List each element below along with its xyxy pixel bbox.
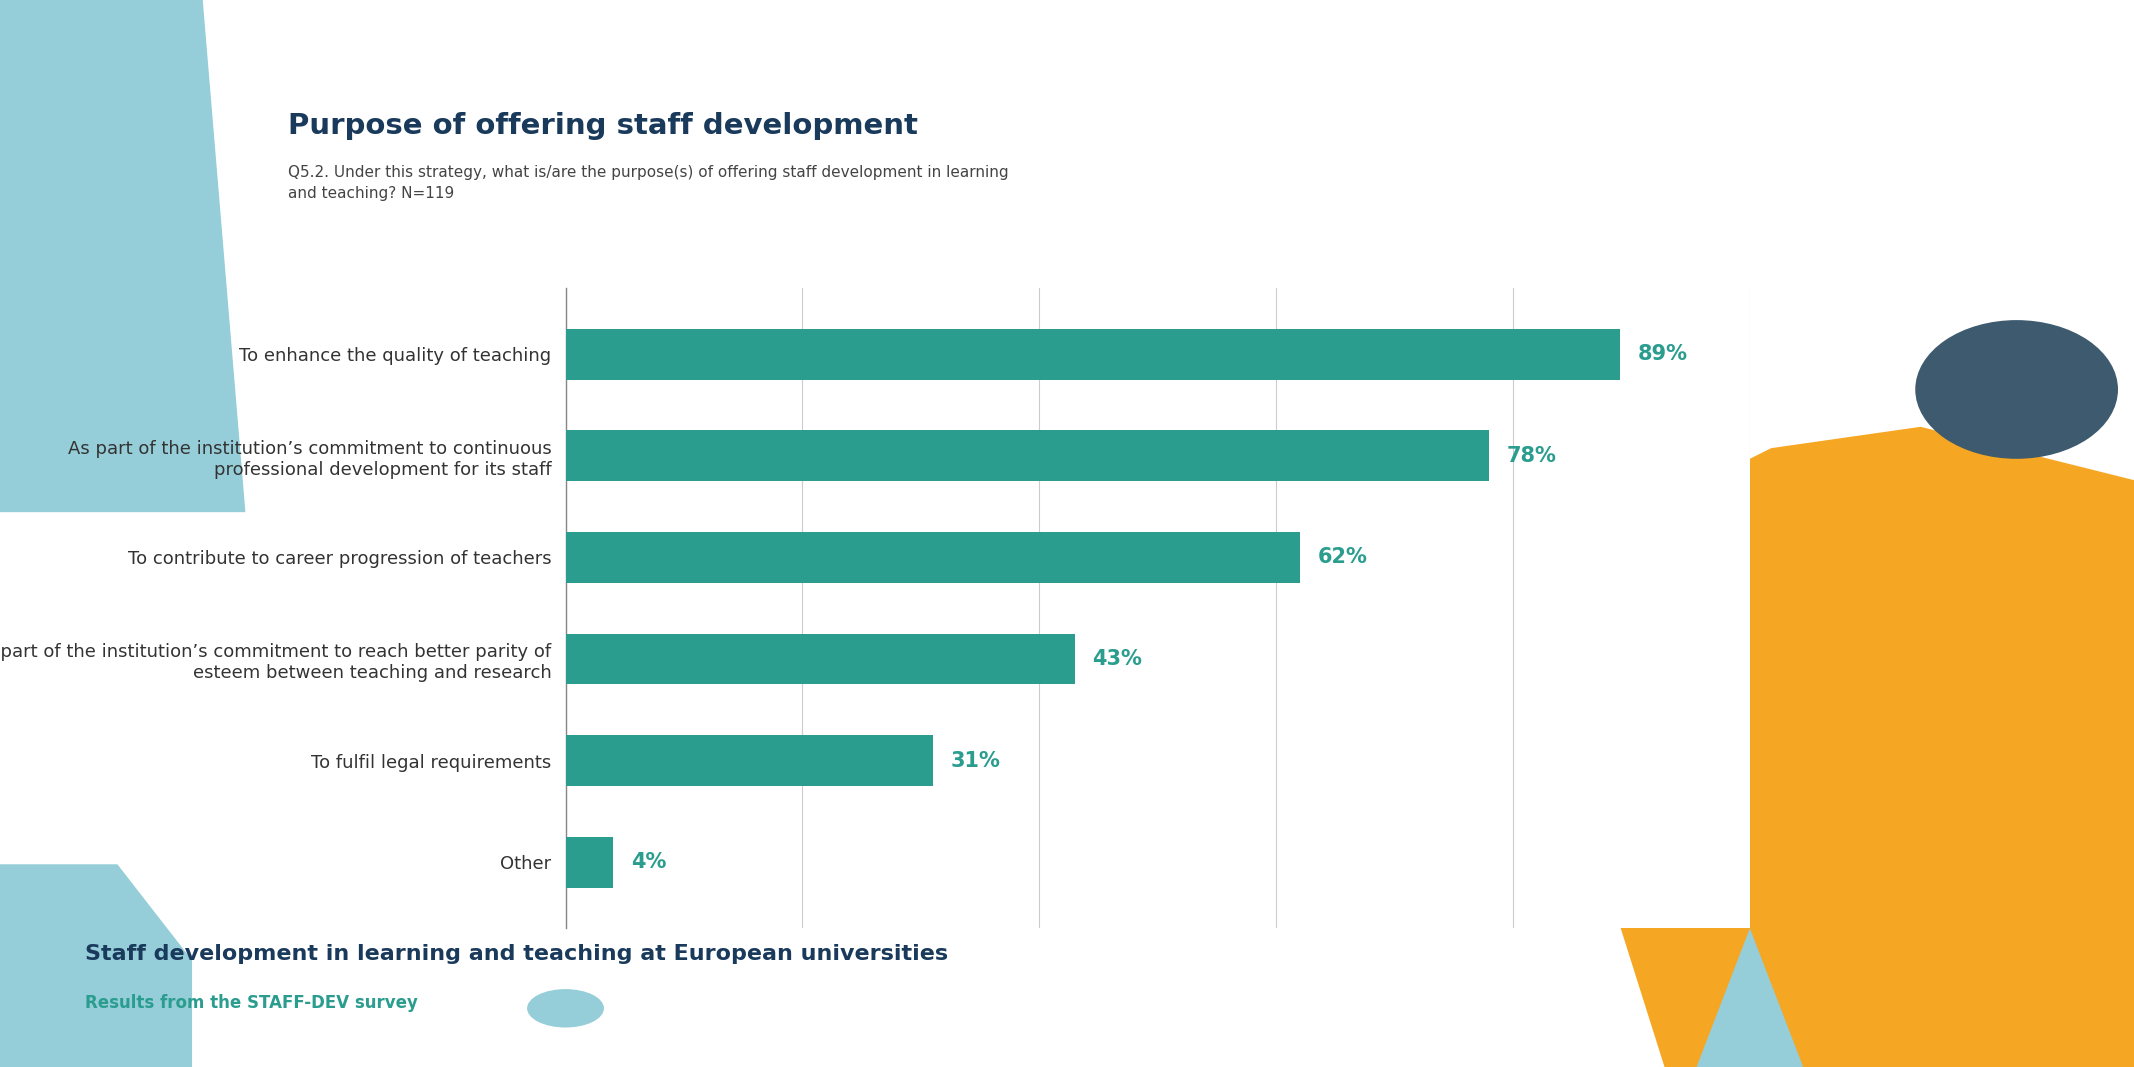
Text: 43%: 43% xyxy=(1093,649,1142,669)
Text: Results from the STAFF-DEV survey: Results from the STAFF-DEV survey xyxy=(85,994,418,1013)
Text: 62%: 62% xyxy=(1317,547,1368,568)
Text: Purpose of offering staff development: Purpose of offering staff development xyxy=(288,112,918,140)
Bar xyxy=(566,329,1620,380)
Bar xyxy=(566,837,612,888)
Text: 89%: 89% xyxy=(1637,345,1688,364)
Bar xyxy=(566,532,1300,583)
Text: 78%: 78% xyxy=(1507,446,1558,466)
Bar xyxy=(566,430,1490,481)
Bar xyxy=(566,634,1076,684)
Text: 4%: 4% xyxy=(632,853,666,872)
Text: 31%: 31% xyxy=(950,750,1001,770)
Bar xyxy=(566,735,933,786)
Text: Staff development in learning and teaching at European universities: Staff development in learning and teachi… xyxy=(85,944,947,965)
Text: Q5.2. Under this strategy, what is/are the purpose(s) of offering staff developm: Q5.2. Under this strategy, what is/are t… xyxy=(288,165,1009,202)
